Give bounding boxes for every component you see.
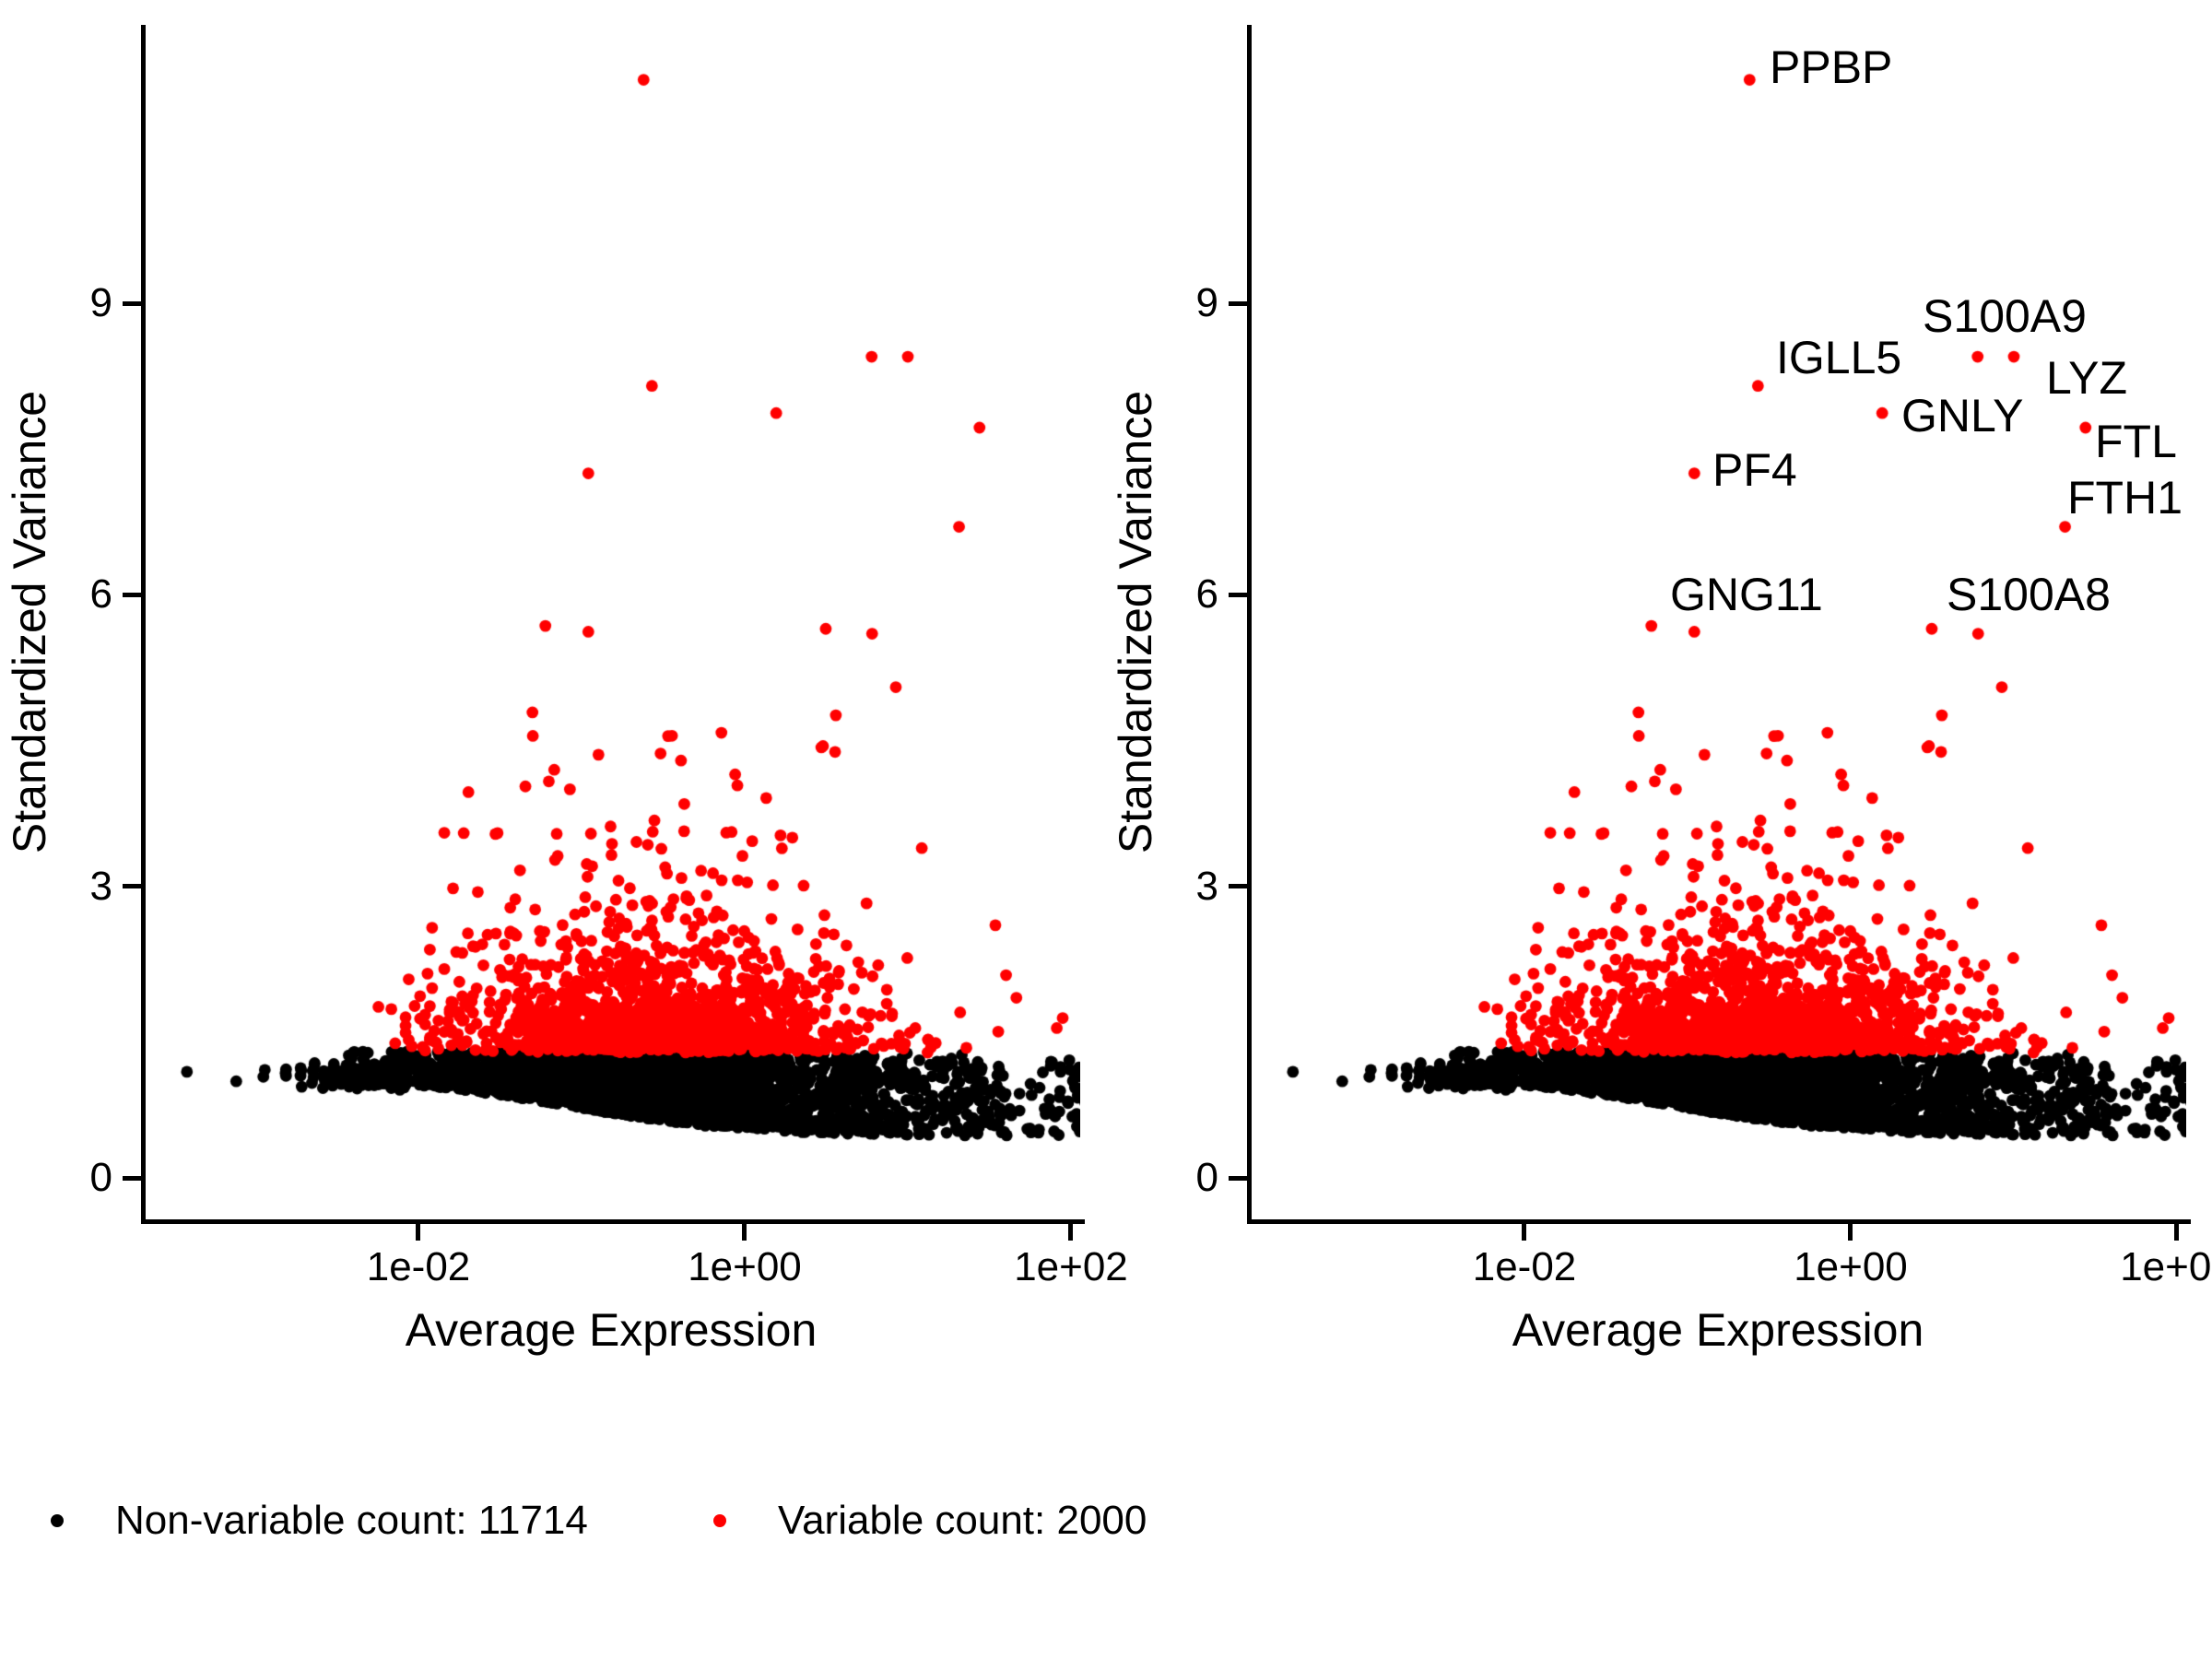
scatter-points-canvas xyxy=(141,25,1080,1219)
gene-label-PPBP: PPBP xyxy=(1770,41,1893,93)
scatter-panel-labeled: 1e-02 1e+00 1e+02 9 6 3 0 xyxy=(1196,25,2212,1289)
y-tick-label: 0 xyxy=(89,1155,112,1200)
y-tick-mark xyxy=(1229,884,1247,888)
y-tick-label: 9 xyxy=(1195,280,1218,325)
x-tick-mark xyxy=(1068,1224,1073,1241)
y-tick-label: 3 xyxy=(1195,864,1218,909)
gene-label-S100A8: S100A8 xyxy=(1947,569,2111,620)
x-tick-mark xyxy=(742,1224,747,1241)
x-tick-label: 1e+02 xyxy=(1014,1244,1128,1289)
x-axis-line xyxy=(1247,1219,2191,1224)
y-tick-label: 6 xyxy=(89,571,112,617)
y-tick-label: 0 xyxy=(1195,1155,1218,1200)
y-tick-mark xyxy=(123,301,141,306)
x-tick-mark xyxy=(1522,1224,1526,1241)
x-tick-label: 1e+02 xyxy=(2120,1244,2212,1289)
gene-label-S100A9: S100A9 xyxy=(1923,290,2087,342)
scatter-points-canvas xyxy=(1247,25,2186,1219)
x-axis-title: Average Expression xyxy=(405,1304,818,1356)
y-tick-mark xyxy=(1229,593,1247,597)
y-tick-mark xyxy=(123,593,141,597)
x-axis-title: Average Expression xyxy=(1512,1304,1924,1356)
y-tick-mark xyxy=(123,884,141,888)
gene-label-PF4: PF4 xyxy=(1712,444,1797,496)
y-tick-mark xyxy=(1229,301,1247,306)
gene-label-IGLL5: IGLL5 xyxy=(1776,332,1902,383)
x-tick-mark xyxy=(1848,1224,1853,1241)
gene-label-FTL: FTL xyxy=(2095,416,2177,467)
y-tick-mark xyxy=(1229,1176,1247,1181)
x-axis-line xyxy=(141,1219,1085,1224)
x-tick-label: 1e-02 xyxy=(366,1244,471,1289)
y-tick-label: 6 xyxy=(1195,571,1218,617)
y-tick-label: 3 xyxy=(89,864,112,909)
gene-label-GNLY: GNLY xyxy=(1901,390,2024,441)
x-tick-label: 1e+00 xyxy=(688,1244,802,1289)
x-tick-mark xyxy=(2174,1224,2179,1241)
gene-label-FTH1: FTH1 xyxy=(2067,472,2183,524)
y-tick-label: 9 xyxy=(89,280,112,325)
x-tick-label: 1e-02 xyxy=(1472,1244,1577,1289)
gene-label-GNG11: GNG11 xyxy=(1670,569,1823,620)
y-axis-line xyxy=(1247,25,1252,1224)
y-axis-line xyxy=(141,25,146,1224)
gene-label-LYZ: LYZ xyxy=(2046,352,2127,404)
x-tick-label: 1e+00 xyxy=(1794,1244,1908,1289)
y-tick-mark xyxy=(123,1176,141,1181)
x-tick-mark xyxy=(416,1224,420,1241)
scatter-panel-unlabeled: 1e-02 1e+00 1e+02 9 6 3 0 xyxy=(90,25,1128,1289)
